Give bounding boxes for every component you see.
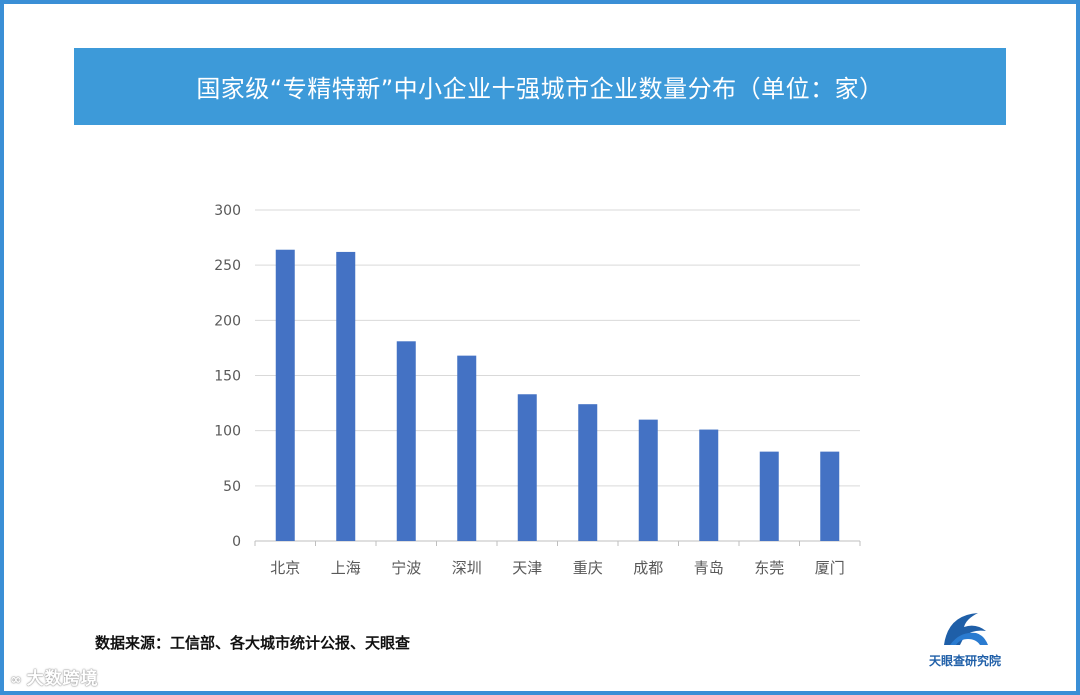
bar-7 — [638, 419, 658, 541]
bar-5 — [517, 394, 537, 541]
bar-9 — [759, 451, 779, 541]
y-tick-label: 50 — [223, 479, 241, 495]
y-tick-label: 150 — [214, 369, 241, 385]
y-tick-label: 250 — [214, 258, 241, 274]
x-tick-label: 东莞 — [754, 559, 784, 577]
x-tick-label: 宁波 — [391, 559, 421, 577]
bar-1 — [275, 249, 295, 541]
x-tick-label: 厦门 — [815, 559, 845, 577]
x-tick-label: 成都 — [633, 559, 663, 577]
chart-title: 国家级“专精特新”中小企业十强城市企业数量分布（单位：家） — [196, 75, 884, 103]
bar-2 — [336, 251, 356, 541]
y-tick-label: 300 — [214, 203, 241, 219]
watermark-text: 大数跨境 — [26, 669, 99, 689]
bar-4 — [457, 355, 477, 541]
y-tick-label: 0 — [232, 534, 241, 550]
x-tick-label: 北京 — [270, 559, 300, 577]
bar-10 — [820, 451, 840, 541]
x-tick-label: 重庆 — [573, 559, 603, 577]
x-tick-label: 青岛 — [694, 559, 724, 577]
bar-3 — [396, 341, 416, 541]
logo-text: 天眼查研究院 — [928, 654, 1001, 668]
tianyancha-logo-icon — [944, 613, 988, 645]
bar-6 — [578, 404, 598, 541]
title-banner: 国家级“专精特新”中小企业十强城市企业数量分布（单位：家） — [74, 48, 1006, 125]
bar-8 — [699, 429, 719, 541]
y-tick-label: 100 — [214, 424, 241, 440]
watermark: ∞ 大数跨境 — [10, 664, 99, 689]
y-tick-label: 200 — [214, 313, 241, 329]
data-source-note: 数据来源：工信部、各大城市统计公报、天眼查 — [95, 634, 411, 652]
x-tick-label: 天津 — [512, 559, 542, 577]
x-tick-label: 深圳 — [452, 559, 482, 577]
x-tick-label: 上海 — [331, 559, 361, 577]
dashujingjing-watermark-icon: ∞ — [10, 672, 23, 688]
